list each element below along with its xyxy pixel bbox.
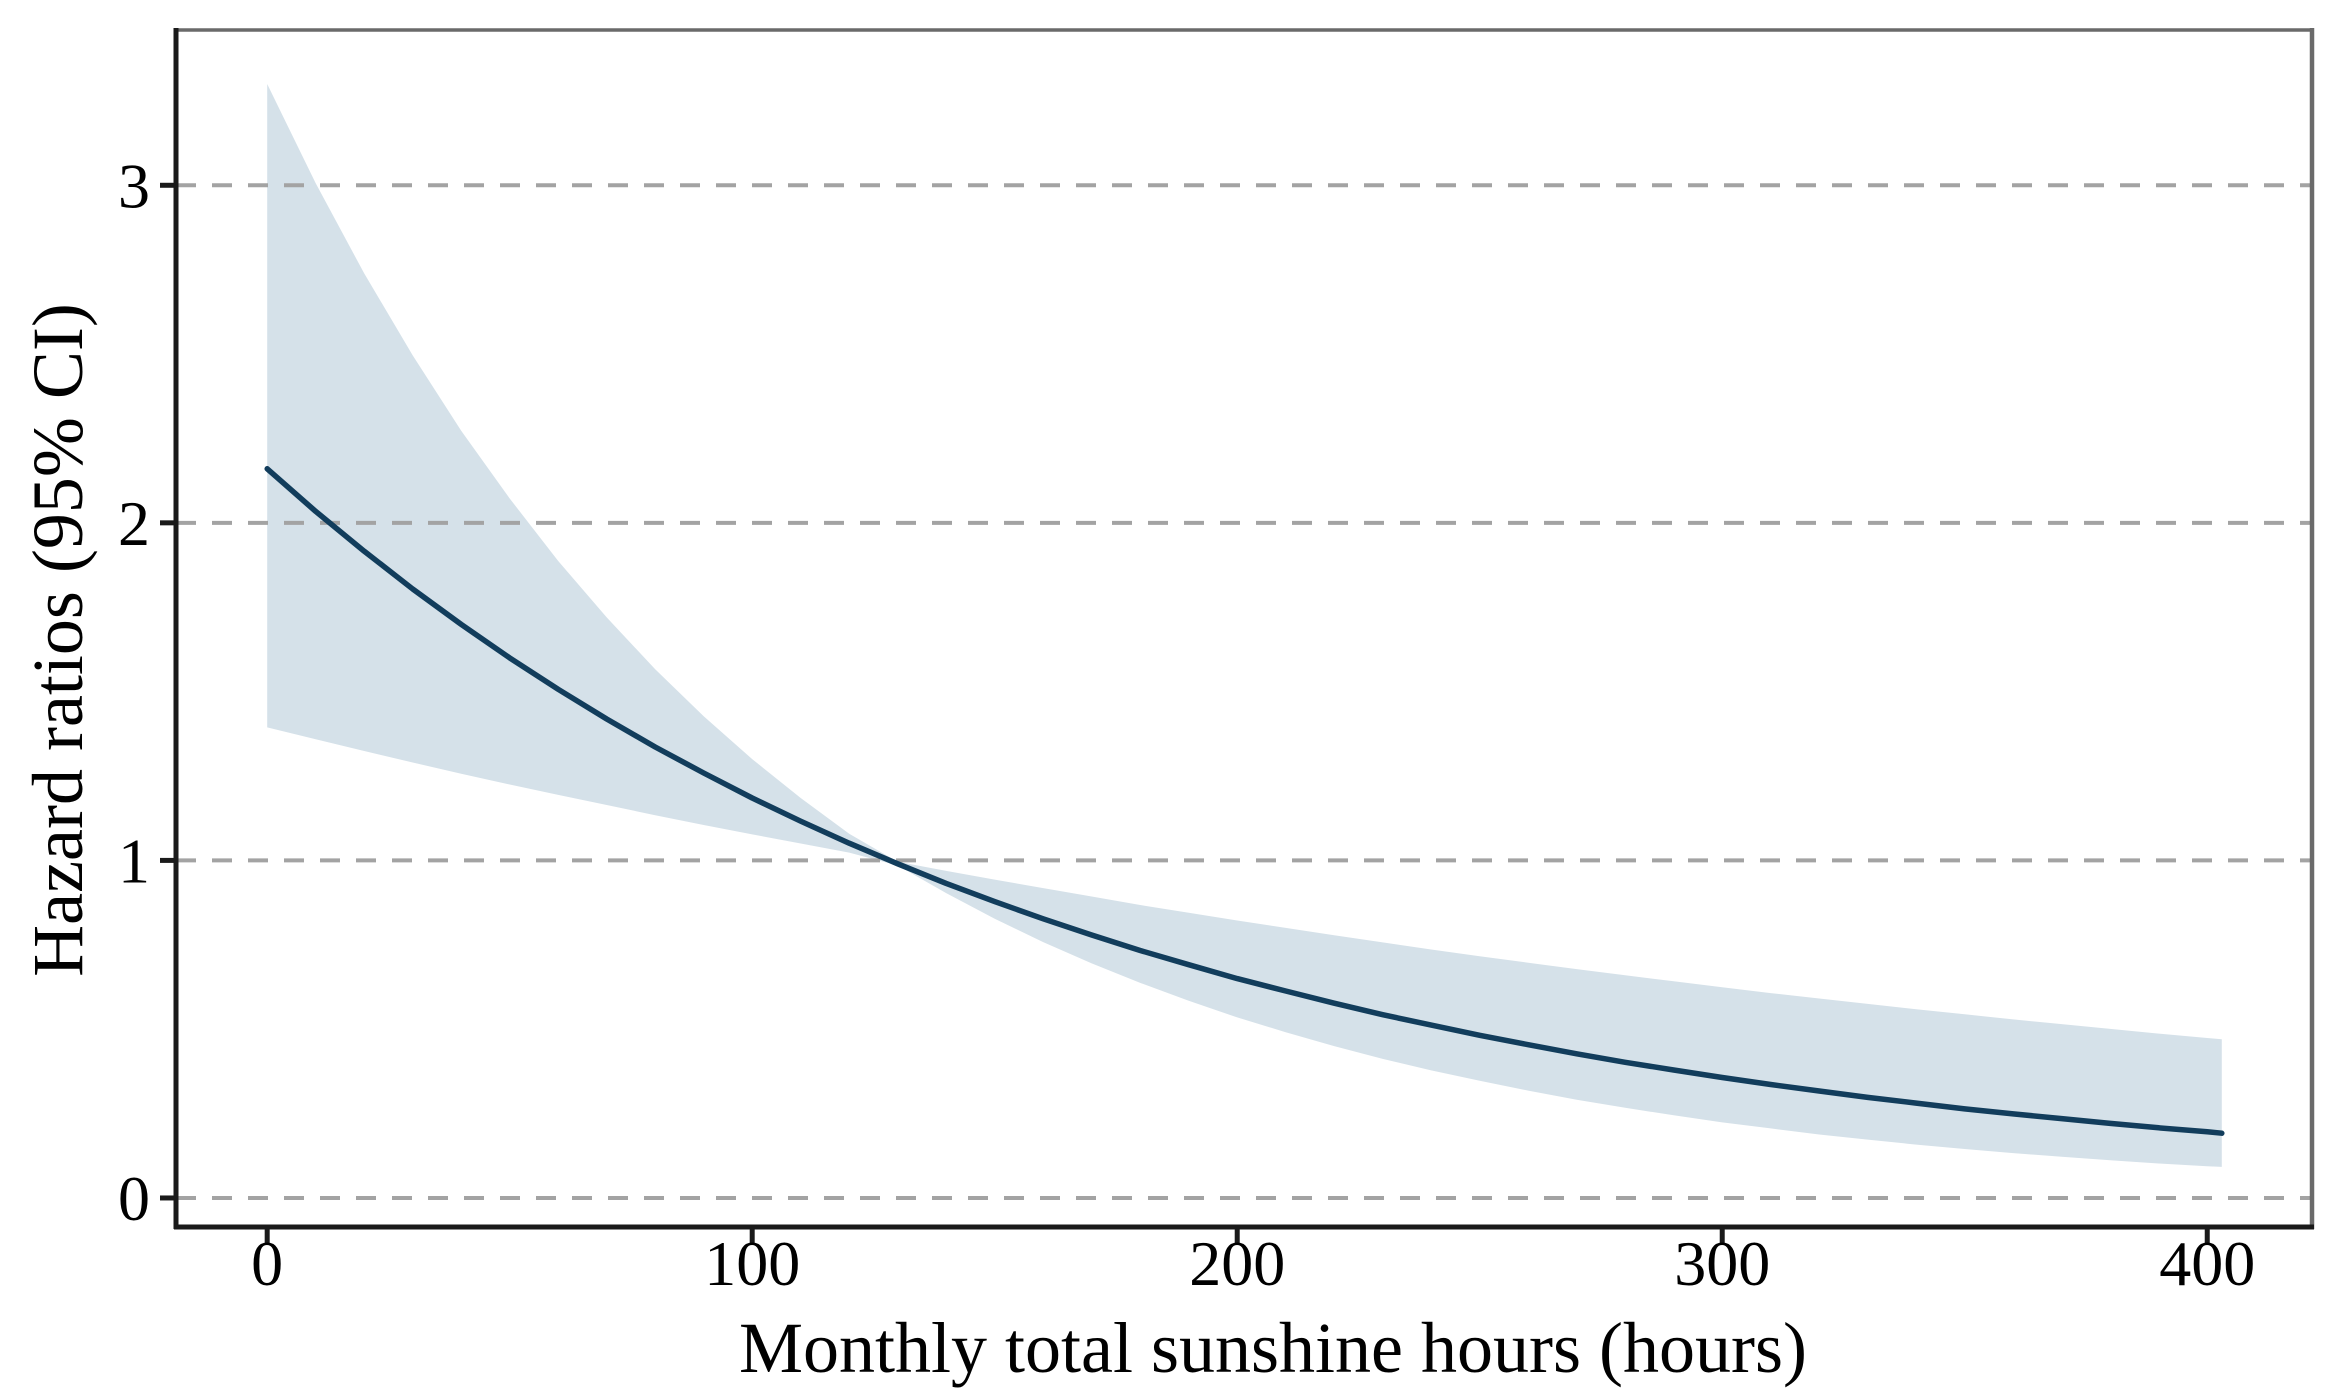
y-tick-label-2: 2 bbox=[118, 488, 150, 559]
x-tick-label-300: 300 bbox=[1674, 1228, 1770, 1299]
x-axis-ticks: 0 100 200 300 400 bbox=[251, 1228, 2255, 1299]
y-tick-label-3: 3 bbox=[118, 150, 150, 221]
y-tick-label-1: 1 bbox=[118, 825, 150, 896]
y-axis-label: Hazard ratios (95% CI) bbox=[18, 303, 98, 977]
x-tick-label-100: 100 bbox=[704, 1228, 800, 1299]
y-tick-label-0: 0 bbox=[118, 1163, 150, 1234]
gridlines bbox=[176, 183, 2312, 1200]
x-tick-label-200: 200 bbox=[1189, 1228, 1285, 1299]
ci-band bbox=[267, 84, 2222, 1167]
plot-spines bbox=[173, 28, 2315, 1230]
hazard-ratio-line bbox=[264, 466, 2225, 1136]
x-tick-label-400: 400 bbox=[2159, 1228, 2255, 1299]
x-axis-label: Monthly total sunshine hours (hours) bbox=[739, 1308, 1807, 1388]
x-tick-label-0: 0 bbox=[251, 1228, 283, 1299]
y-axis-ticks: 0 1 2 3 bbox=[118, 150, 174, 1234]
